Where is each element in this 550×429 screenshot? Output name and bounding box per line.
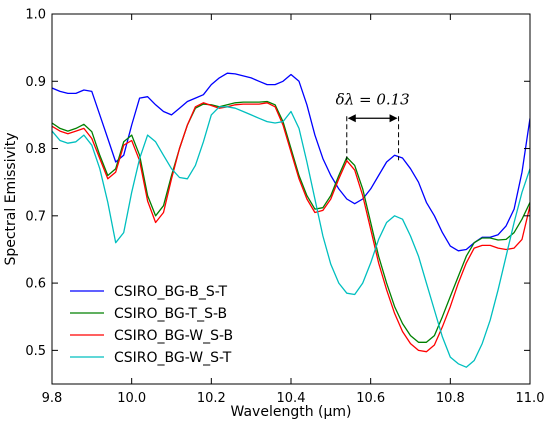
plot-frame (51, 13, 531, 385)
legend-label: CSIRO_BG-W_S-B (114, 328, 233, 344)
x-tick-label: 11.0 (516, 391, 545, 406)
annotation-arrow-head-right (389, 114, 398, 123)
series-line (52, 106, 530, 368)
annotation-arrow-head-left (347, 114, 356, 123)
y-tick-label: 0.6 (25, 277, 46, 292)
y-tick-label: 0.7 (25, 209, 46, 224)
plot-background (52, 14, 530, 384)
annotation-text: δλ = 0.13 (336, 90, 410, 108)
series-line (52, 72, 530, 252)
x-axis-title: Wavelength (μm) (231, 404, 352, 420)
x-tick-label: 10.2 (197, 391, 226, 406)
x-tick-label: 10.8 (436, 391, 465, 406)
y-tick-label: 0.5 (25, 344, 46, 359)
x-tick-label: 10.4 (277, 391, 306, 406)
series-line (52, 100, 530, 343)
y-tick-label: 1.0 (25, 8, 46, 23)
series-line (52, 102, 530, 353)
y-tick-label: 0.8 (25, 142, 46, 157)
x-tick-label: 10.6 (356, 391, 385, 406)
legend-label: CSIRO_BG-B_S-T (114, 284, 228, 300)
legend-label: CSIRO_BG-T_S-B (114, 306, 227, 322)
ticks-layer: 9.8 10.0 10.2 10.4 10.6 10.8 11.0 0.5 0.6 0.7 0.8 0… (25, 8, 544, 407)
legend-label: CSIRO_BG-W_S-T (114, 350, 232, 366)
annotation: δλ = 0.13 (336, 90, 410, 161)
legend: CSIRO_BG-B_S-T CSIRO_BG-T_S-B CSIRO_BG-W_S… (70, 284, 233, 366)
x-tick-label: 9.8 (42, 391, 63, 406)
series-layer (52, 72, 530, 368)
x-tick-label: 10.0 (117, 391, 146, 406)
y-tick-label: 0.9 (25, 75, 46, 90)
y-axis-title: Spectral Emissivity (3, 132, 19, 265)
